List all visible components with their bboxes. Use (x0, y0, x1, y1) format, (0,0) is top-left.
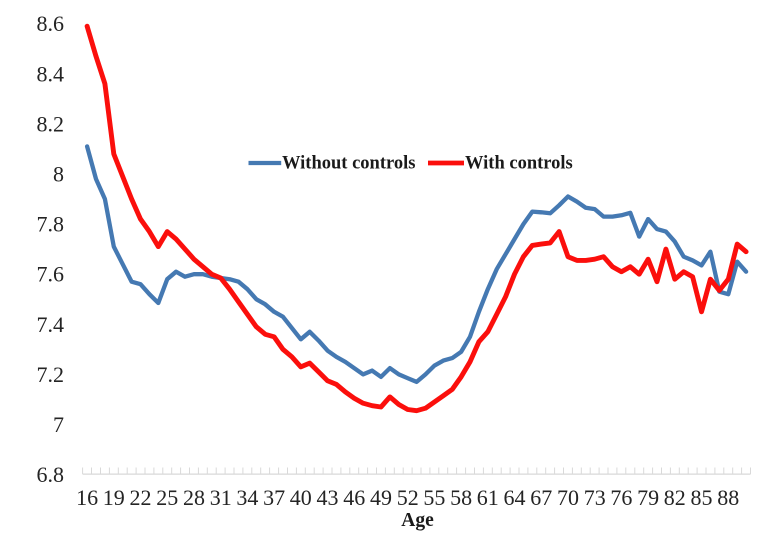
svg-text:43: 43 (317, 485, 339, 510)
svg-text:40: 40 (290, 485, 312, 510)
svg-text:37: 37 (263, 485, 285, 510)
svg-text:55: 55 (423, 485, 445, 510)
svg-text:16: 16 (76, 485, 98, 510)
svg-text:Age: Age (401, 510, 434, 531)
svg-text:With controls: With controls (465, 154, 573, 174)
svg-text:19: 19 (103, 485, 125, 510)
svg-text:8.6: 8.6 (37, 11, 65, 36)
svg-text:7.8: 7.8 (37, 212, 65, 237)
svg-text:6.8: 6.8 (37, 462, 65, 487)
svg-text:82: 82 (664, 485, 686, 510)
svg-text:58: 58 (450, 485, 472, 510)
svg-text:88: 88 (717, 485, 739, 510)
svg-text:52: 52 (397, 485, 419, 510)
svg-text:7.6: 7.6 (37, 262, 65, 287)
svg-text:8.4: 8.4 (37, 61, 65, 86)
svg-text:85: 85 (691, 485, 713, 510)
svg-text:31: 31 (210, 485, 232, 510)
svg-text:7.4: 7.4 (37, 312, 65, 337)
svg-text:67: 67 (530, 485, 552, 510)
svg-text:76: 76 (610, 485, 632, 510)
svg-text:46: 46 (343, 485, 365, 510)
svg-text:49: 49 (370, 485, 392, 510)
svg-text:8.2: 8.2 (37, 111, 65, 136)
svg-text:8: 8 (53, 162, 64, 187)
svg-text:34: 34 (236, 485, 258, 510)
svg-text:79: 79 (637, 485, 659, 510)
svg-text:73: 73 (584, 485, 606, 510)
svg-text:64: 64 (504, 485, 526, 510)
svg-text:28: 28 (183, 485, 205, 510)
svg-text:61: 61 (477, 485, 499, 510)
svg-text:70: 70 (557, 485, 579, 510)
svg-text:Without controls: Without controls (282, 154, 415, 174)
svg-text:22: 22 (130, 485, 152, 510)
svg-text:25: 25 (156, 485, 178, 510)
svg-text:7.2: 7.2 (37, 362, 65, 387)
svg-text:7: 7 (53, 412, 64, 437)
